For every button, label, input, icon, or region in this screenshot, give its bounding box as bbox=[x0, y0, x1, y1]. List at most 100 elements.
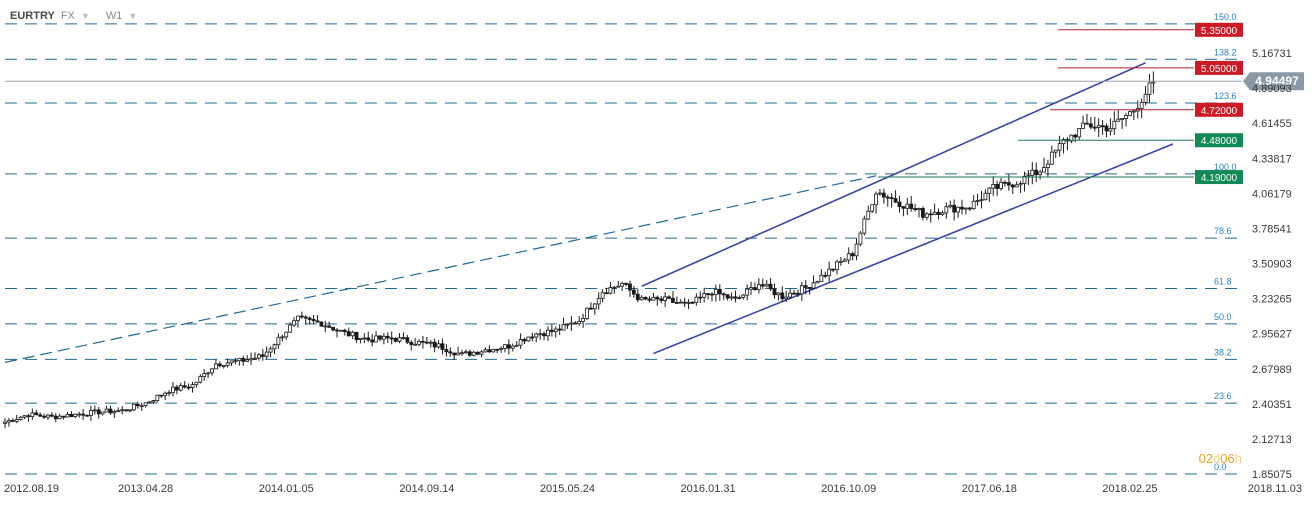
candlestick bbox=[960, 199, 964, 215]
candle-body bbox=[409, 341, 414, 345]
candlestick bbox=[987, 187, 992, 202]
candlestick bbox=[116, 407, 121, 413]
candlestick bbox=[827, 261, 832, 282]
candle-body bbox=[960, 206, 964, 210]
symbol-label[interactable]: EURTRY bbox=[10, 10, 55, 22]
candlestick bbox=[22, 415, 27, 420]
candle-body bbox=[616, 285, 621, 288]
candle-body bbox=[1006, 182, 1011, 186]
candlestick bbox=[495, 348, 500, 354]
candlestick bbox=[522, 337, 527, 345]
candlestick bbox=[573, 321, 578, 325]
candlestick bbox=[608, 281, 613, 295]
candle-body bbox=[987, 187, 992, 194]
candlestick bbox=[49, 412, 54, 418]
candle-body bbox=[561, 324, 566, 331]
candle-body bbox=[100, 411, 105, 415]
candle-body bbox=[717, 288, 722, 295]
candle-body bbox=[241, 357, 246, 362]
candle-body bbox=[553, 328, 558, 333]
candlestick bbox=[799, 282, 804, 302]
last-price-label: 4.94497 bbox=[1255, 74, 1299, 88]
timeframe-label[interactable]: W1 bbox=[105, 10, 123, 22]
candle-body bbox=[104, 408, 109, 413]
candlestick bbox=[499, 346, 503, 353]
candle-body bbox=[889, 197, 894, 200]
candle-body bbox=[30, 412, 35, 418]
candlestick bbox=[819, 269, 824, 282]
candlestick bbox=[1096, 118, 1101, 138]
support-level-label: 4.48000 bbox=[1201, 136, 1238, 147]
candlestick bbox=[1034, 162, 1039, 183]
candle-body bbox=[897, 201, 902, 208]
candlesticks bbox=[3, 71, 1156, 429]
candle-body bbox=[674, 302, 679, 304]
candlestick bbox=[120, 406, 125, 415]
candlestick bbox=[838, 256, 843, 266]
candlestick bbox=[10, 418, 15, 422]
candlestick bbox=[249, 352, 253, 365]
x-tick-label: 2016.10.09 bbox=[821, 483, 876, 495]
candle-body bbox=[42, 415, 46, 418]
candlestick bbox=[1147, 73, 1152, 103]
bar-countdown: 02d06h bbox=[1199, 451, 1242, 466]
candlestick bbox=[589, 302, 593, 310]
candlestick bbox=[1038, 169, 1043, 180]
candle-body bbox=[112, 411, 117, 414]
candlestick bbox=[323, 320, 328, 333]
candlestick bbox=[124, 409, 128, 412]
candle-body bbox=[881, 192, 886, 198]
candlestick bbox=[335, 328, 339, 338]
candle-body bbox=[924, 213, 929, 218]
candle-body bbox=[725, 294, 730, 299]
candle-body bbox=[491, 348, 496, 353]
candlestick bbox=[546, 326, 550, 341]
candlestick bbox=[1124, 112, 1128, 127]
timeframe-caret-down-icon[interactable]: ▼ bbox=[128, 11, 138, 21]
candlestick bbox=[643, 296, 648, 301]
market-caret-down-icon[interactable]: ▼ bbox=[80, 11, 90, 21]
fib-level-label: 50.0 bbox=[1214, 312, 1232, 322]
candlestick bbox=[264, 346, 269, 360]
candlestick bbox=[710, 291, 714, 302]
candle-body bbox=[428, 341, 433, 344]
candle-body bbox=[366, 337, 371, 341]
candle-body bbox=[335, 329, 339, 332]
candle-body bbox=[878, 192, 882, 195]
candle-body bbox=[311, 319, 316, 322]
candlestick bbox=[171, 381, 175, 397]
candle-body bbox=[600, 292, 605, 299]
candle-body bbox=[299, 315, 304, 318]
candlestick bbox=[253, 352, 257, 361]
candlestick bbox=[549, 324, 554, 337]
candle-body bbox=[956, 206, 960, 213]
candlestick bbox=[159, 394, 164, 398]
candle-body bbox=[1151, 81, 1156, 84]
candle-body bbox=[1081, 122, 1085, 129]
candle-body bbox=[963, 207, 968, 210]
candlestick bbox=[944, 202, 949, 219]
candlestick bbox=[421, 335, 425, 349]
candle-body bbox=[1092, 126, 1097, 129]
candlestick bbox=[854, 238, 859, 261]
candlestick bbox=[870, 204, 875, 214]
candlestick bbox=[206, 371, 211, 378]
candlestick bbox=[89, 405, 93, 421]
candle-body bbox=[745, 288, 750, 296]
candlestick bbox=[631, 285, 636, 299]
market-label[interactable]: FX bbox=[60, 10, 75, 22]
y-tick-label: 4.06179 bbox=[1252, 188, 1292, 200]
candlestick bbox=[280, 334, 285, 342]
candlestick bbox=[979, 191, 984, 209]
candle-body bbox=[729, 296, 734, 299]
candlestick bbox=[464, 349, 468, 354]
candlestick bbox=[452, 352, 457, 360]
candle-body bbox=[483, 349, 488, 353]
candlestick bbox=[401, 332, 406, 340]
candlestick bbox=[850, 251, 855, 261]
candlestick bbox=[932, 203, 937, 215]
candle-body bbox=[510, 345, 515, 349]
candlestick bbox=[327, 321, 332, 328]
candle-body bbox=[651, 296, 656, 301]
